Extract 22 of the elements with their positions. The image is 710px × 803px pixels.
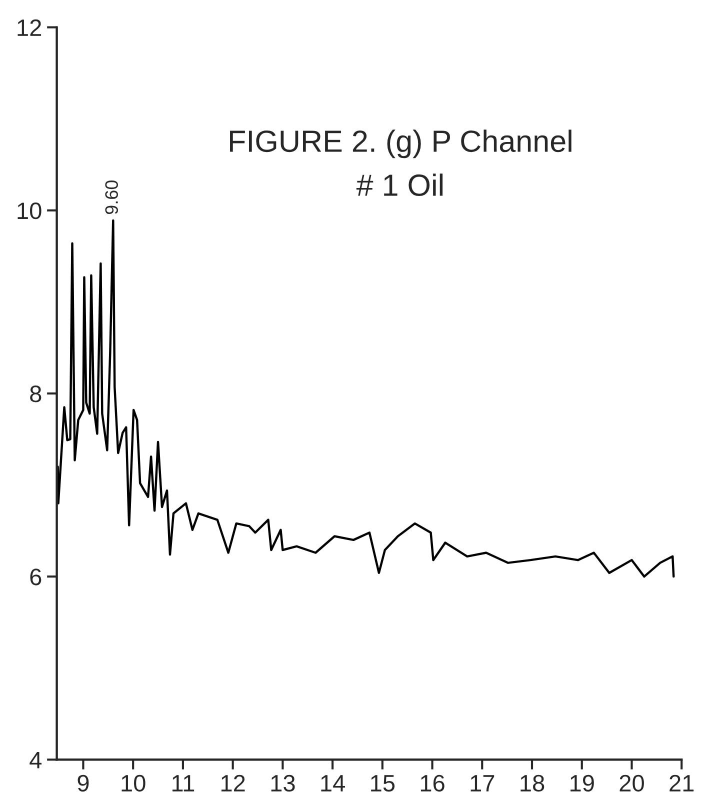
annotation: 9.60 xyxy=(105,180,118,214)
x-tick-label: 10 xyxy=(122,774,146,792)
x-tick-label: 12 xyxy=(221,774,245,792)
x-tick-label: 20 xyxy=(620,774,644,792)
x-tick-label: 17 xyxy=(470,775,494,792)
x-tick-label: 15 xyxy=(371,775,395,792)
line-series xyxy=(56,219,675,578)
x-tick-label: 11 xyxy=(172,775,194,792)
y-tick-label: 10 xyxy=(18,202,42,220)
x-tick-label: 9 xyxy=(78,774,89,792)
y-tick-label: 4 xyxy=(30,752,42,768)
text: FIGURE 2. (g) P Channel xyxy=(230,130,572,158)
y-tick-label: 12 xyxy=(18,19,42,36)
y-tick-label: 8 xyxy=(30,386,42,402)
x-tick-label: 21 xyxy=(670,774,694,792)
x-tick-label: 19 xyxy=(570,774,594,792)
x-tick-label: 14 xyxy=(321,775,345,792)
x-tick-label: 13 xyxy=(271,774,295,792)
x-tick-label: 16 xyxy=(420,774,444,792)
text: # 1 Oil xyxy=(356,174,443,196)
y-tick-label: 6 xyxy=(30,568,42,586)
x-tick-label: 18 xyxy=(520,774,544,792)
